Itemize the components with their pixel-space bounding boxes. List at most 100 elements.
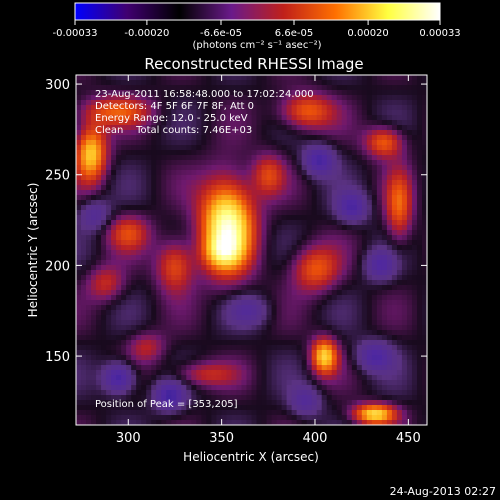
heatmap-cell	[211, 105, 217, 111]
heatmap-cell	[366, 295, 373, 301]
heatmap-cell	[106, 95, 112, 101]
heatmap-cell	[181, 95, 187, 101]
heatmap-cell	[306, 225, 313, 231]
heatmap-cell	[371, 275, 378, 281]
heatmap-cell	[136, 270, 142, 276]
heatmap-cell	[176, 345, 182, 351]
heatmap-cell	[361, 235, 368, 241]
heatmap-cell	[226, 75, 232, 81]
heatmap-cell	[396, 420, 403, 425]
heatmap-cell	[291, 295, 298, 301]
heatmap-cell	[86, 410, 92, 416]
heatmap-cell	[106, 390, 112, 396]
heatmap-cell	[86, 130, 92, 136]
heatmap-cell	[341, 105, 348, 111]
heatmap-cell	[346, 320, 353, 326]
heatmap-cell	[76, 420, 82, 425]
heatmap-cell	[356, 205, 363, 211]
heatmap-cell	[416, 265, 423, 271]
heatmap-cell	[321, 150, 328, 156]
heatmap-cell	[236, 145, 242, 151]
heatmap-cell	[221, 410, 227, 416]
heatmap-cell	[131, 225, 137, 231]
heatmap-cell	[261, 265, 267, 271]
heatmap-cell	[86, 405, 92, 411]
heatmap-cell	[401, 280, 408, 286]
heatmap-cell	[241, 290, 247, 296]
heatmap-cell	[101, 260, 107, 266]
heatmap-cell	[211, 405, 217, 411]
heatmap-cell	[381, 105, 388, 111]
heatmap-cell	[261, 175, 267, 181]
heatmap-cell	[311, 420, 318, 425]
heatmap-cell	[211, 235, 217, 241]
heatmap-cell	[116, 115, 122, 121]
heatmap-cell	[216, 115, 222, 121]
heatmap-cell	[341, 210, 348, 216]
heatmap-cell	[236, 180, 242, 186]
heatmap-cell	[276, 300, 282, 306]
heatmap-cell	[226, 235, 232, 241]
heatmap-cell	[261, 280, 267, 286]
heatmap-cell	[116, 380, 122, 386]
heatmap-cell	[136, 80, 142, 86]
heatmap-cell	[311, 130, 318, 136]
heatmap-cell	[156, 100, 162, 106]
heatmap-cell	[236, 360, 242, 366]
heatmap-cell	[366, 345, 373, 351]
heatmap-cell	[296, 205, 303, 211]
heatmap-cell	[121, 350, 127, 356]
heatmap-cell	[331, 385, 338, 391]
heatmap-cell	[201, 185, 207, 191]
heatmap-cell	[331, 325, 338, 331]
heatmap-cell	[201, 200, 207, 206]
heatmap-cell	[256, 205, 262, 211]
heatmap-cell	[336, 230, 343, 236]
heatmap-cell	[401, 220, 408, 226]
heatmap-cell	[356, 280, 363, 286]
heatmap-cell	[261, 380, 267, 386]
heatmap-cell	[321, 385, 328, 391]
heatmap-cell	[81, 420, 87, 425]
heatmap-cell	[76, 400, 82, 406]
heatmap-cell	[181, 345, 187, 351]
heatmap-cell	[176, 85, 182, 91]
heatmap-cell	[116, 220, 122, 226]
heatmap-cell	[161, 395, 167, 401]
heatmap-cell	[241, 100, 247, 106]
heatmap-cell	[256, 145, 262, 151]
heatmap-cell	[231, 335, 237, 341]
heatmap-cell	[121, 275, 127, 281]
heatmap-cell	[331, 95, 338, 101]
heatmap-cell	[301, 125, 308, 131]
heatmap-cell	[156, 170, 162, 176]
heatmap-cell	[186, 95, 192, 101]
heatmap-cell	[376, 360, 383, 366]
heatmap-cell	[401, 175, 408, 181]
heatmap-cell	[116, 95, 122, 101]
heatmap-cell	[321, 310, 328, 316]
heatmap-cell	[351, 300, 358, 306]
heatmap-cell	[396, 315, 403, 321]
heatmap-cell	[221, 225, 227, 231]
heatmap-cell	[241, 340, 247, 346]
heatmap-cell	[411, 390, 418, 396]
heatmap-cell	[316, 105, 323, 111]
heatmap-cell	[351, 310, 358, 316]
heatmap-cell	[376, 375, 383, 381]
heatmap-cell	[151, 260, 157, 266]
heatmap-cell	[286, 205, 293, 211]
heatmap-cell	[86, 275, 92, 281]
heatmap-cell	[291, 85, 298, 91]
heatmap-cell	[306, 230, 313, 236]
heatmap-cell	[336, 125, 343, 131]
heatmap-cell	[201, 260, 207, 266]
heatmap-cell	[421, 365, 427, 371]
heatmap-cell	[381, 340, 388, 346]
heatmap-cell	[326, 300, 333, 306]
heatmap-cell	[286, 410, 293, 416]
heatmap-cell	[146, 155, 152, 161]
heatmap-cell	[346, 95, 353, 101]
heatmap-cell	[181, 300, 187, 306]
heatmap-cell	[131, 280, 137, 286]
